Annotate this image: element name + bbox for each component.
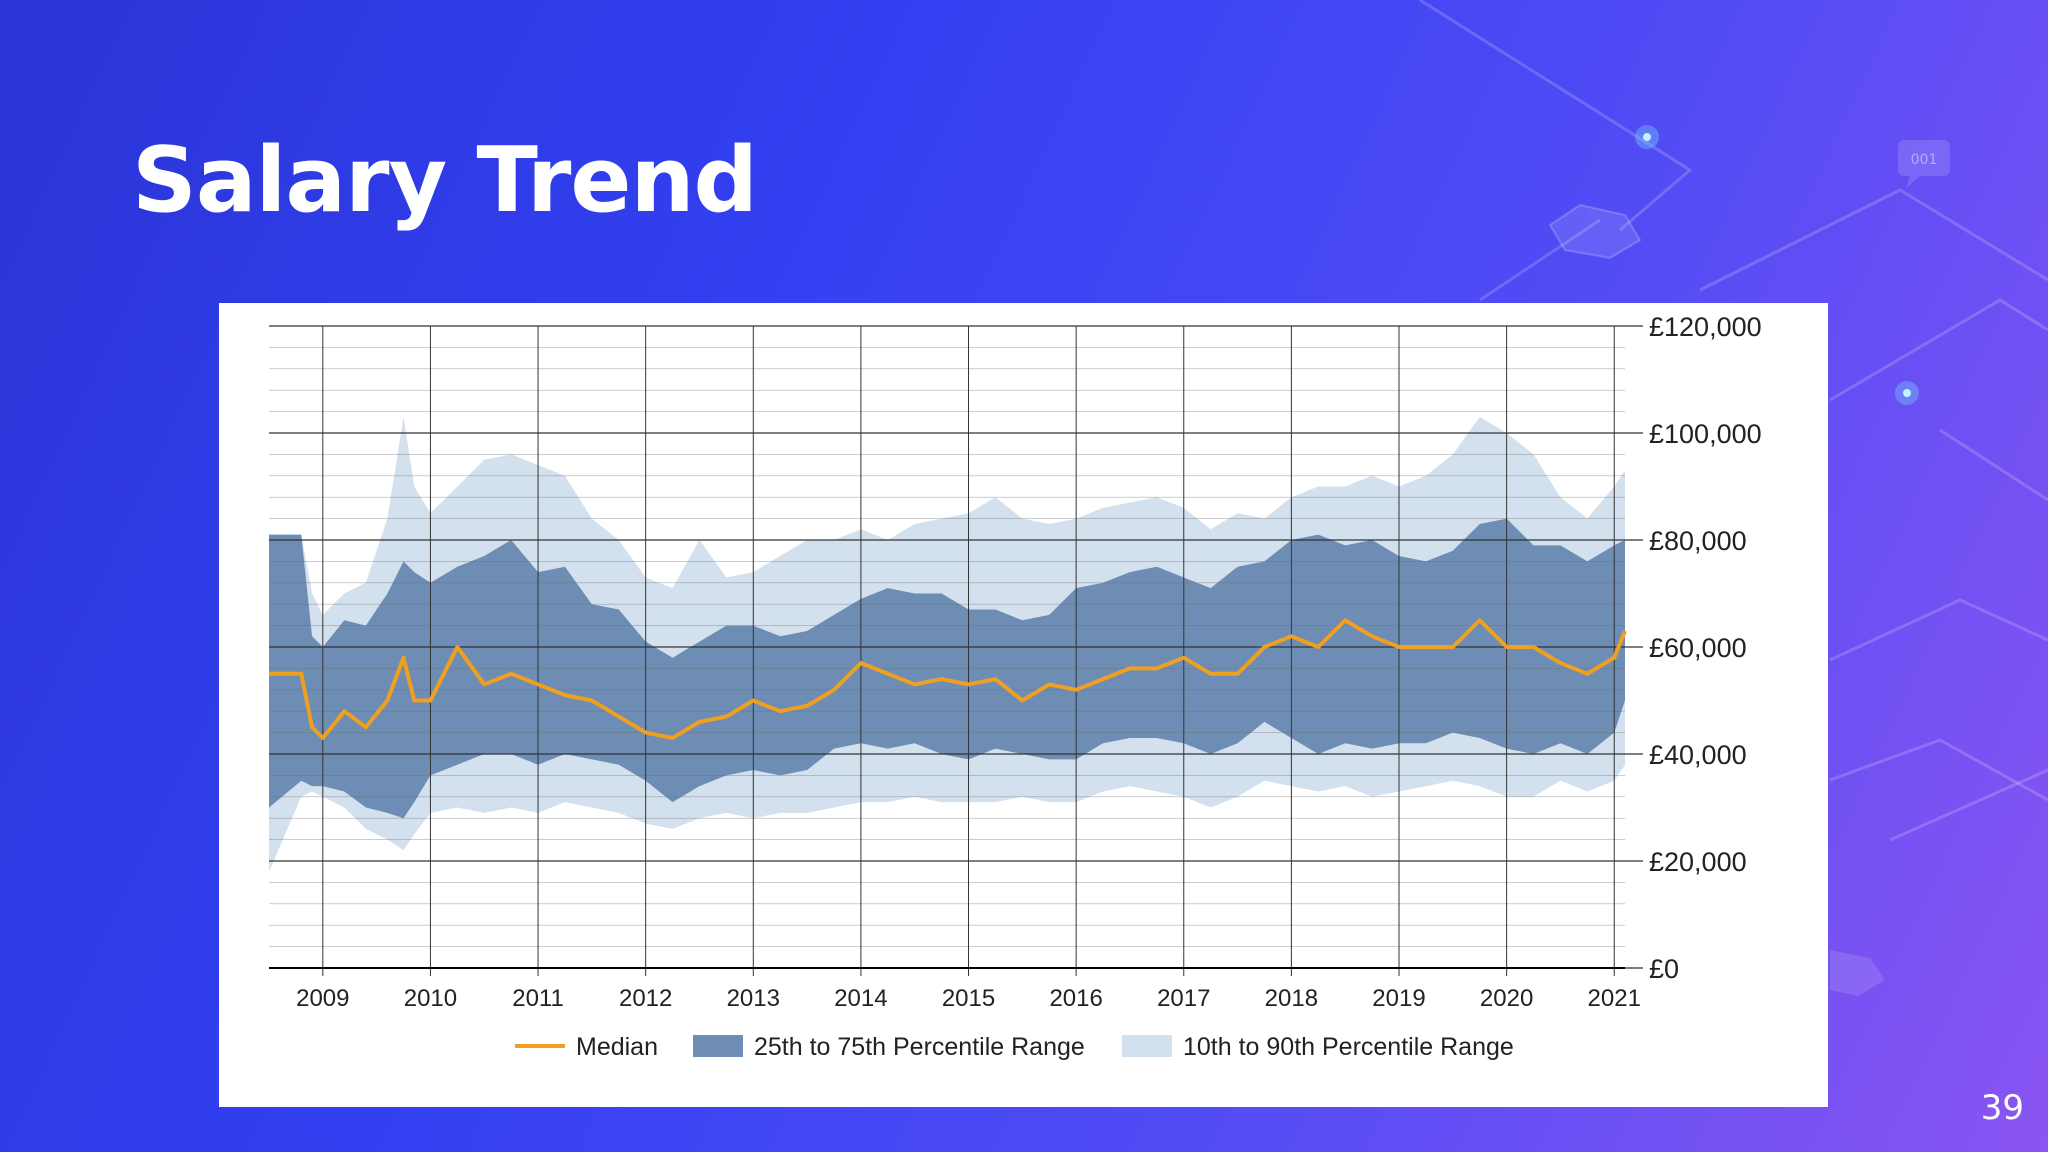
x-tick-label: 2014 — [834, 985, 887, 1012]
legend-decile-label: 10th to 90th Percentile Range — [1183, 1033, 1514, 1061]
x-tick-label: 2021 — [1588, 985, 1641, 1012]
x-tick-label: 2018 — [1265, 985, 1318, 1012]
slide-title: Salary Trend — [132, 128, 758, 233]
y-tick-label: £20,000 — [1649, 847, 1747, 877]
x-tick-label: 2019 — [1372, 985, 1425, 1012]
x-tick-label: 2020 — [1480, 985, 1533, 1012]
chart-canvas: £0 £20,000 £40,000 £60,000 £80,000 £100,000 £1… — [269, 312, 1762, 1061]
median-line — [269, 618, 1627, 740]
x-tick-label: 2013 — [727, 985, 780, 1012]
salary-trend-chart: £0 £20,000 £40,000 £60,000 £80,000 £100,000 £1… — [219, 303, 1828, 1107]
x-tick-label: 2011 — [512, 985, 564, 1012]
x-tick-label: 2016 — [1049, 985, 1102, 1012]
x-tick-label: 2010 — [404, 985, 457, 1012]
legend-median-label: Median — [576, 1033, 658, 1061]
legend-iqr-label: 25th to 75th Percentile Range — [754, 1033, 1085, 1061]
page-number: 39 — [1980, 1088, 2024, 1128]
x-tick-label: 2015 — [942, 985, 995, 1012]
x-tick-label: 2009 — [296, 985, 349, 1012]
legend-decile-swatch — [1122, 1035, 1172, 1057]
chat-bubble-icon: 001 — [1898, 140, 1950, 188]
y-tick-label: £40,000 — [1649, 740, 1747, 770]
y-tick-label: £100,000 — [1649, 419, 1762, 449]
x-tick-label: 2017 — [1157, 985, 1210, 1012]
legend-iqr-swatch — [693, 1035, 743, 1057]
y-tick-label: £120,000 — [1649, 312, 1762, 342]
x-tick-label: 2012 — [619, 985, 672, 1012]
y-tick-label: £0 — [1649, 954, 1679, 984]
chat-bubble-label: 001 — [1911, 152, 1938, 168]
y-tick-label: £60,000 — [1649, 633, 1747, 663]
y-tick-label: £80,000 — [1649, 526, 1747, 556]
